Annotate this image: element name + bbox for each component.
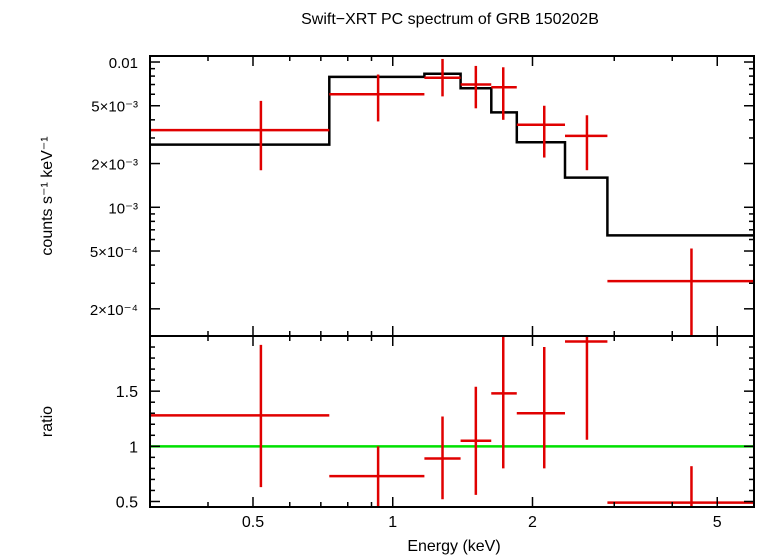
- ratio-point: [516, 347, 566, 469]
- y-tick-label: 0.5: [116, 494, 138, 511]
- data-points-group: [150, 58, 754, 336]
- x-axis-label: Energy (keV): [407, 538, 500, 555]
- ratio-panel: 0.5 1 1.5 ratio: [39, 335, 755, 511]
- x-tick-label: 1: [388, 514, 397, 531]
- ratio-point: [329, 446, 425, 507]
- ratio-point: [460, 386, 492, 495]
- y-tick-label: 1: [129, 439, 138, 456]
- y-tick-label: 2×10⁻³: [91, 157, 138, 174]
- data-point: [565, 115, 608, 171]
- chart-title: Swift−XRT PC spectrum of GRB 150202B: [301, 11, 599, 28]
- y-tick-label: 2×10⁻⁴: [90, 302, 138, 319]
- ratio-point: [150, 344, 330, 488]
- data-point: [607, 248, 754, 336]
- x-tick-label: 2: [528, 514, 537, 531]
- bottom-axis-ticks: 0.5 1 1.5: [116, 335, 755, 511]
- ratio-point: [607, 466, 754, 507]
- data-point: [491, 67, 517, 120]
- top-axis-ticks: 0.01 5×10⁻³ 2×10⁻³ 10⁻³ 5×10⁻⁴ 2×10⁻⁴: [90, 55, 755, 336]
- ratio-points-group: [150, 336, 754, 507]
- data-point: [150, 100, 330, 171]
- spectrum-panel: 0.01 5×10⁻³ 2×10⁻³ 10⁻³ 5×10⁻⁴ 2×10⁻⁴ counts …: [39, 55, 755, 337]
- y-tick-label: 5×10⁻³: [91, 99, 138, 116]
- spectrum-panel-frame: [149, 55, 755, 337]
- ratio-point: [424, 416, 461, 500]
- ratio-panel-frame: [149, 335, 755, 508]
- data-point: [460, 65, 492, 109]
- data-point: [329, 74, 425, 122]
- x-tick-label: 0.5: [242, 514, 264, 531]
- ratio-point: [565, 336, 608, 440]
- data-point: [516, 105, 566, 158]
- y-tick-label: 1.5: [116, 384, 138, 401]
- x-tick-labels: 0.5 1 2 5: [242, 514, 722, 531]
- y-tick-label: 0.01: [109, 55, 138, 72]
- model-curve-group: [150, 72, 754, 237]
- ratio-point: [491, 336, 517, 469]
- spectrum-y-axis-label: counts s⁻¹ keV⁻¹: [39, 136, 56, 255]
- y-tick-label: 10⁻³: [108, 200, 138, 217]
- model-step-line: [150, 72, 754, 237]
- data-point: [424, 58, 461, 97]
- ratio-y-axis-label: ratio: [39, 406, 56, 437]
- y-tick-label: 5×10⁻⁴: [90, 244, 138, 261]
- x-tick-label: 5: [713, 514, 722, 531]
